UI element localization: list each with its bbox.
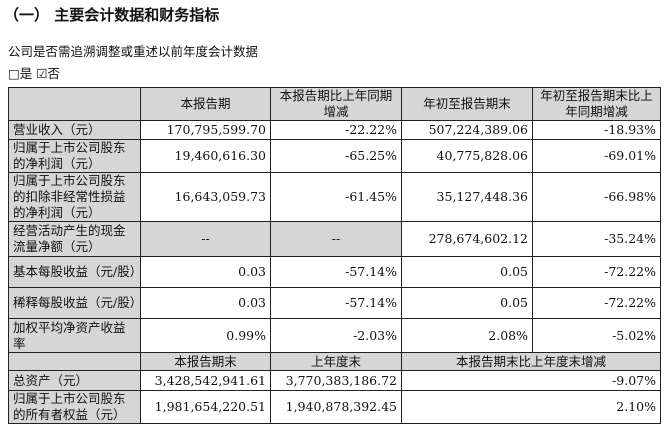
table-row: 稀释每股收益（元/股） 0.03 -57.14% 0.05 -72.22% [8, 287, 661, 319]
cell-value: 0.05 [401, 256, 533, 288]
cell-value: 170,795,599.70 [140, 120, 271, 140]
cell-value: 40,775,828.06 [401, 139, 533, 173]
table-row: 归属于上市公司股东的所有者权益（元） 1,981,654,220.51 1,940,… [8, 390, 661, 424]
row-label: 归属于上市公司股东的净利润（元） [8, 139, 141, 173]
column-header: 本报告期比上年同期增减 [270, 87, 402, 121]
option-yes-checkbox[interactable]: □是 [8, 66, 33, 81]
column-header: 年初至报告期末 [401, 87, 533, 121]
column-header [8, 352, 141, 371]
cell-value: 0.03 [140, 287, 271, 319]
cell-value: -72.22% [532, 256, 661, 288]
cell-value: 3,428,542,941.61 [140, 370, 271, 391]
restatement-options: □是 ☑否 [8, 63, 60, 82]
cell-value: -2.03% [270, 318, 402, 353]
table-row: 基本每股收益（元/股） 0.03 -57.14% 0.05 -72.22% [8, 256, 661, 288]
table-row: 经营活动产生的现金流量净额（元） -- -- 278,674,602.12 -35.24… [8, 221, 661, 257]
row-label: 总资产（元） [8, 370, 141, 391]
row-label: 基本每股收益（元/股） [8, 256, 142, 288]
cell-value: -22.22% [270, 120, 402, 140]
table-row: 归属于上市公司股东的净利润（元） 19,460,616.30 -65.25% 40,7… [8, 139, 661, 173]
cell-value: 1,981,654,220.51 [140, 390, 271, 424]
section-title: （一） 主要会计数据和财务指标 [4, 6, 220, 24]
row-label: 稀释每股收益（元/股） [8, 287, 142, 319]
cell-value: 1,940,878,392.45 [270, 390, 402, 424]
column-header: 本报告期末比上年度末增减 [401, 352, 661, 371]
cell-value: -69.01% [532, 139, 661, 173]
column-header: 本报告期末 [140, 352, 271, 371]
cell-value: -- [140, 221, 271, 257]
cell-value: -66.98% [532, 172, 661, 222]
cell-value: -9.07% [401, 370, 661, 391]
cell-value: -- [270, 221, 402, 257]
cell-value: -18.93% [532, 120, 661, 140]
cell-value: -72.22% [532, 287, 661, 319]
row-label: 归属于上市公司股东的所有者权益（元） [8, 390, 141, 424]
table-header-row-2: 本报告期末 上年度末 本报告期末比上年度末增减 [8, 352, 661, 371]
cell-value: 19,460,616.30 [140, 139, 271, 173]
table-row: 归属于上市公司股东的扣除非经常性损益的净利润（元） 16,643,059.73 -6… [8, 172, 661, 222]
cell-value: 16,643,059.73 [140, 172, 271, 222]
cell-value: -5.02% [532, 318, 661, 353]
column-header: 本报告期 [140, 87, 271, 121]
row-label: 营业收入（元） [8, 120, 141, 140]
table-header-row: 本报告期 本报告期比上年同期增减 年初至报告期末 年初至报告期末比上年同期增减 [8, 87, 661, 121]
cell-value: 0.03 [140, 256, 271, 288]
cell-value: -61.45% [270, 172, 402, 222]
cell-value: 2.08% [401, 318, 533, 353]
financial-indicators-table: 本报告期 本报告期比上年同期增减 年初至报告期末 年初至报告期末比上年同期增减 营业收入… [8, 87, 661, 424]
row-label: 加权平均净资产收益率 [8, 318, 141, 353]
cell-value: 507,224,389.06 [401, 120, 533, 140]
row-label: 经营活动产生的现金流量净额（元） [8, 221, 141, 257]
cell-value: 0.99% [140, 318, 271, 353]
table-row: 营业收入（元） 170,795,599.70 -22.22% 507,224,389.… [8, 120, 661, 140]
row-label: 归属于上市公司股东的扣除非经常性损益的净利润（元） [8, 172, 141, 222]
table-row: 加权平均净资产收益率 0.99% -2.03% 2.08% -5.02% [8, 318, 661, 353]
cell-value: 2.10% [401, 390, 661, 424]
cell-value: -35.24% [532, 221, 661, 257]
restatement-question: 公司是否需追溯调整或重述以前年度会计数据 [8, 44, 259, 59]
table-row: 总资产（元） 3,428,542,941.61 3,770,383,186.72 -9… [8, 370, 661, 391]
cell-value: 35,127,448.36 [401, 172, 533, 222]
cell-value: -65.25% [270, 139, 402, 173]
column-header [8, 87, 141, 121]
cell-value: 0.05 [401, 287, 533, 319]
cell-value: 278,674,602.12 [401, 221, 533, 257]
cell-value: -57.14% [270, 256, 402, 288]
cell-value: 3,770,383,186.72 [270, 370, 402, 391]
column-header: 上年度末 [270, 352, 402, 371]
column-header: 年初至报告期末比上年同期增减 [532, 87, 661, 121]
option-no-checkbox[interactable]: ☑否 [36, 66, 61, 81]
cell-value: -57.14% [270, 287, 402, 319]
